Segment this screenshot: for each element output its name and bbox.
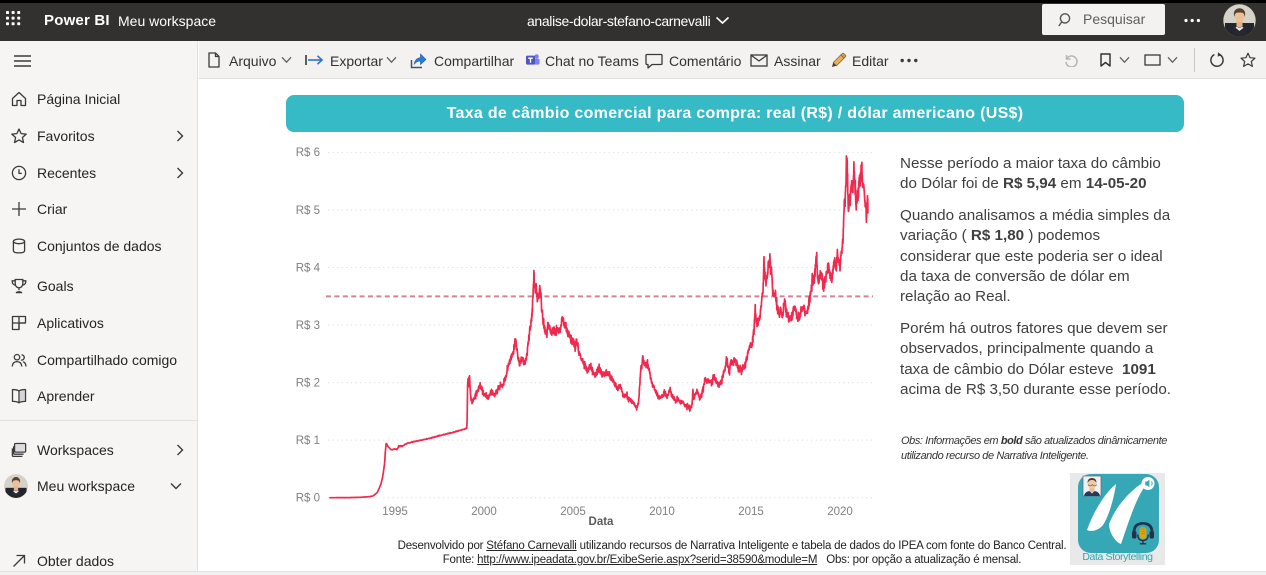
svg-text:R$ 4: R$ 4 [296,262,321,274]
svg-text:R$ 3: R$ 3 [296,320,320,332]
svg-text:R$ 6: R$ 6 [296,147,320,159]
svg-text:1995: 1995 [382,506,408,518]
svg-text:Data: Data [589,516,615,528]
svg-text:R$ 0: R$ 0 [296,493,320,505]
svg-text:2010: 2010 [649,506,675,518]
svg-text:2005: 2005 [560,506,586,518]
svg-text:R$ 2: R$ 2 [296,377,320,389]
svg-text:R$ 5: R$ 5 [296,205,320,217]
svg-text:R$ 1: R$ 1 [296,435,320,447]
svg-text:2000: 2000 [471,506,497,518]
svg-text:2015: 2015 [738,506,764,518]
svg-text:2020: 2020 [827,506,853,518]
